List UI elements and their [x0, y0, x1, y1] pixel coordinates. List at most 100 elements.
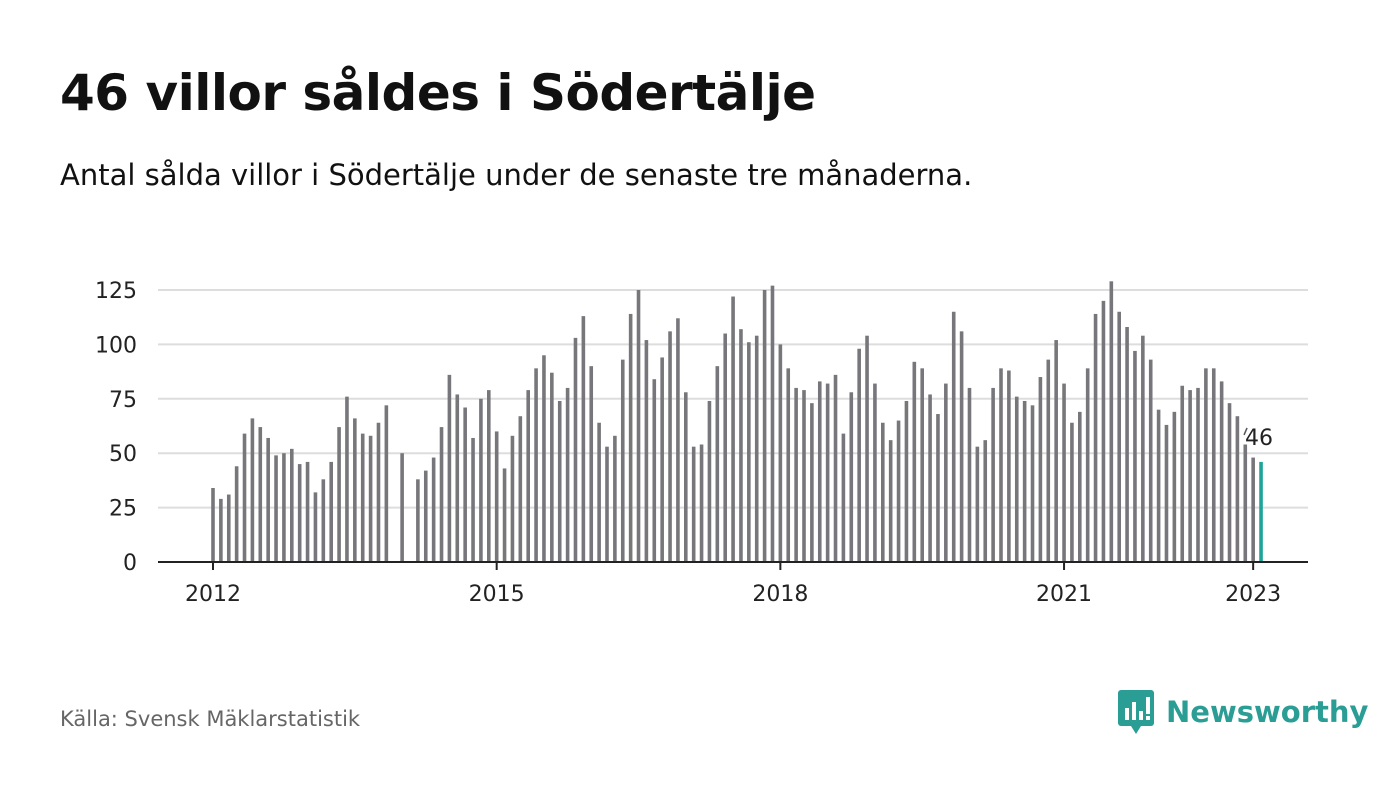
bar — [479, 398, 483, 562]
bar — [455, 394, 460, 562]
bar — [1125, 326, 1129, 562]
bar — [526, 390, 530, 562]
bar — [983, 440, 988, 562]
bar — [865, 335, 869, 562]
bar — [471, 437, 475, 562]
bar — [1007, 370, 1011, 562]
bar — [660, 357, 664, 562]
bar — [581, 316, 586, 562]
bar — [613, 435, 617, 562]
value-label-leader — [1243, 427, 1248, 436]
bar — [896, 420, 901, 562]
y-tick-label: 75 — [109, 388, 137, 413]
bar — [494, 431, 499, 562]
bar — [1148, 359, 1153, 562]
bar — [1093, 313, 1098, 562]
bar — [605, 446, 609, 562]
bar — [1251, 457, 1255, 562]
bar — [384, 405, 389, 562]
bar — [754, 335, 759, 562]
bar — [597, 422, 601, 562]
bar — [739, 329, 743, 562]
bar — [1211, 368, 1216, 562]
bar — [258, 427, 263, 562]
bar — [211, 488, 215, 562]
bar — [1022, 400, 1027, 562]
bar — [542, 355, 546, 562]
bar — [337, 427, 341, 562]
bar — [1141, 335, 1145, 562]
bar — [266, 437, 270, 562]
bar — [684, 392, 688, 562]
bar — [290, 448, 294, 562]
bar — [912, 361, 917, 562]
bar — [873, 383, 877, 562]
chart-title: 46 villor såldes i Södertälje — [60, 64, 816, 122]
bar — [242, 433, 247, 562]
bar — [1101, 300, 1106, 562]
x-tick-label: 2023 — [1225, 582, 1281, 607]
bar — [951, 311, 956, 562]
x-tick-label: 2015 — [469, 582, 525, 607]
x-tick-label: 2018 — [752, 582, 808, 607]
bar — [959, 331, 964, 562]
bar — [423, 470, 428, 562]
bar — [928, 394, 932, 562]
bar — [1188, 390, 1192, 562]
bar — [699, 444, 704, 562]
bar — [431, 457, 436, 562]
bar — [833, 374, 838, 562]
bar — [747, 342, 751, 562]
bar — [282, 453, 286, 562]
bar — [557, 400, 562, 562]
bar — [1109, 281, 1114, 562]
bar — [1070, 422, 1074, 562]
source-note: Källa: Svensk Mäklarstatistik — [60, 707, 361, 731]
bar — [888, 440, 893, 562]
bar — [463, 407, 467, 562]
bar — [1172, 411, 1177, 562]
bar — [707, 400, 712, 562]
bar — [652, 379, 657, 562]
y-tick-label: 25 — [109, 497, 137, 522]
bar — [944, 383, 948, 562]
bar — [313, 492, 318, 562]
bar — [416, 479, 420, 562]
bar — [936, 414, 940, 562]
bar — [219, 498, 223, 562]
bar — [810, 403, 814, 562]
bar — [1062, 383, 1066, 562]
bar — [991, 387, 995, 562]
bar — [1054, 340, 1058, 562]
bar — [975, 446, 980, 562]
bar — [1078, 411, 1082, 562]
bar — [400, 453, 404, 562]
bar — [565, 387, 570, 562]
bar — [778, 344, 783, 562]
bar — [841, 433, 846, 562]
bar — [439, 427, 444, 562]
bar — [1038, 377, 1043, 562]
bar — [573, 337, 578, 562]
bar — [628, 313, 633, 562]
bar — [881, 422, 885, 562]
y-tick-label: 50 — [109, 442, 137, 467]
bar — [502, 468, 507, 562]
bar — [329, 461, 333, 562]
bar — [534, 368, 538, 562]
bar — [817, 381, 822, 562]
bar — [731, 296, 735, 562]
bar — [274, 455, 278, 562]
bar — [1117, 311, 1121, 562]
bar — [770, 285, 775, 562]
bar — [723, 333, 727, 562]
bar — [668, 331, 672, 562]
bar — [447, 374, 452, 562]
bar — [849, 392, 854, 562]
bar — [1030, 405, 1035, 562]
brand-logo[interactable]: Newsworthy — [1118, 688, 1368, 736]
bar — [345, 396, 349, 562]
bar — [368, 435, 373, 562]
bar — [297, 464, 302, 562]
bar — [510, 435, 515, 562]
